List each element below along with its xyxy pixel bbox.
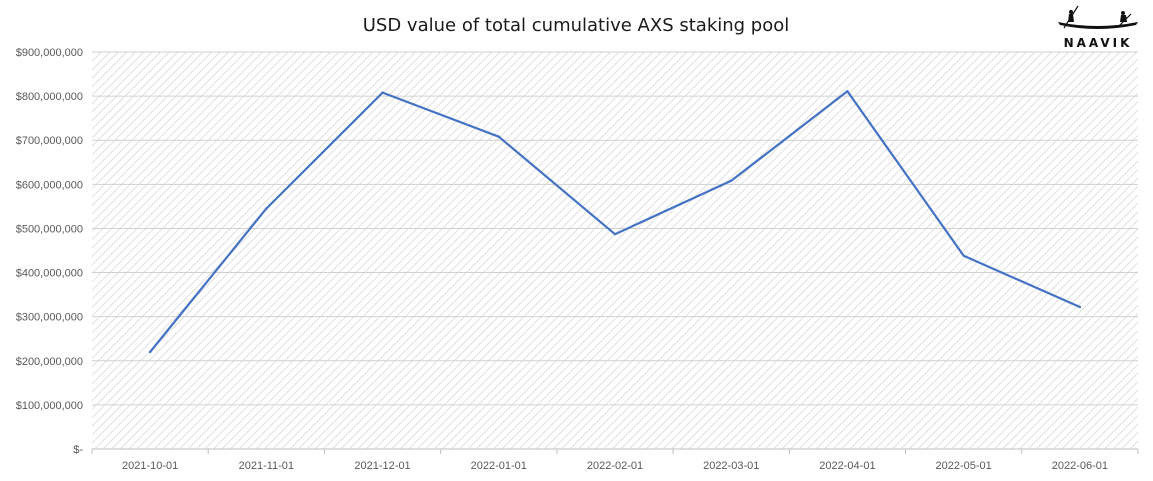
y-tick-label: $700,000,000 <box>16 135 83 147</box>
data-series <box>148 90 1082 354</box>
boat-icon <box>1058 5 1138 29</box>
x-tick-label: 2022-04-01 <box>819 460 875 472</box>
data-point <box>613 232 617 236</box>
x-tick-label: 2022-01-01 <box>471 460 527 472</box>
y-tick-label: $400,000,000 <box>16 268 83 280</box>
y-tick-label: $900,000,000 <box>16 47 83 59</box>
x-tick-label: 2021-11-01 <box>239 460 294 472</box>
data-point <box>962 254 965 257</box>
x-tick-label: 2022-02-01 <box>587 460 643 472</box>
x-tick-label: 2021-10-01 <box>122 460 178 472</box>
y-tick-label: $200,000,000 <box>16 356 83 368</box>
data-point <box>497 135 500 138</box>
plot-area <box>92 52 1138 449</box>
chart-title: USD value of total cumulative AXS stakin… <box>363 15 790 36</box>
y-tick-label: $100,000,000 <box>16 400 83 412</box>
brand-name: NAAVIK <box>1064 36 1133 50</box>
y-tick-label: $- <box>73 444 83 456</box>
x-axis: 2021-10-01 2021-11-01 2021-12-01 2022-01-01… <box>91 448 1139 472</box>
data-point <box>1078 305 1082 309</box>
x-tick-label: 2022-06-01 <box>1052 460 1108 472</box>
data-point <box>381 91 384 94</box>
y-tick-label: $500,000,000 <box>16 223 83 235</box>
data-point <box>265 207 268 210</box>
y-axis: $- $100,000,000 $200,000,000 $300,000,000 $4… <box>16 47 84 456</box>
data-point <box>148 350 152 354</box>
y-tick-label: $600,000,000 <box>16 179 83 191</box>
x-tick-label: 2022-03-01 <box>703 460 759 472</box>
y-tick-label: $300,000,000 <box>16 312 83 324</box>
x-tick-label: 2021-12-01 <box>354 460 410 472</box>
data-point <box>730 179 733 183</box>
x-tick-label: 2022-05-01 <box>936 460 992 472</box>
data-point <box>846 90 849 93</box>
naavik-logo: NAAVIK <box>1058 5 1138 50</box>
y-tick-label: $800,000,000 <box>16 91 83 103</box>
